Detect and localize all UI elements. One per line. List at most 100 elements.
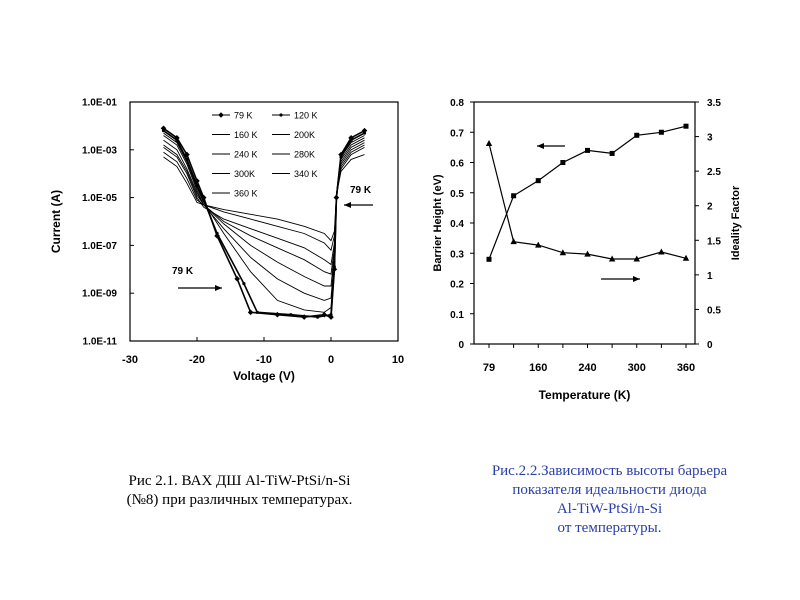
ideality-factor-point bbox=[633, 255, 640, 262]
y-tick-label: 1.0E-07 bbox=[82, 241, 117, 252]
ideality-factor-point bbox=[485, 139, 493, 146]
legend-label: 300K bbox=[234, 169, 255, 179]
data-point bbox=[175, 138, 179, 142]
y-right-axis-label: Ideality Factor bbox=[730, 185, 742, 260]
data-point bbox=[361, 127, 368, 134]
legend-label: 340 K bbox=[294, 169, 318, 179]
data-point bbox=[242, 282, 246, 286]
left-caption-line-2: (№8) при различных температурах. bbox=[126, 492, 353, 508]
x-tick-label: 10 bbox=[392, 354, 404, 366]
arrow-to-right-axis-head bbox=[633, 276, 640, 282]
iv-curve-120k bbox=[163, 130, 365, 318]
x-tick-label: -10 bbox=[256, 354, 272, 366]
barrier-height-point bbox=[511, 193, 517, 199]
ideality-factor-point bbox=[608, 255, 616, 262]
left-caption: Рис 2.1. ВАХ ДШ Al-TiW-PtSi/n-Si (№8) пр… bbox=[62, 472, 417, 510]
y-left-tick-label: 0.7 bbox=[450, 128, 464, 139]
y-left-tick-label: 0.8 bbox=[450, 98, 464, 109]
data-point bbox=[184, 151, 190, 158]
legend-marker bbox=[218, 112, 224, 118]
y-right-tick-label: 3.5 bbox=[707, 98, 721, 109]
annotation-arrow-right-head bbox=[344, 202, 351, 208]
annotation-79k-left: 79 K bbox=[172, 266, 194, 277]
data-point bbox=[349, 138, 353, 142]
data-point bbox=[289, 313, 293, 317]
x-tick-label: -30 bbox=[122, 354, 138, 366]
ideality-factor-point bbox=[682, 254, 690, 261]
legend-label: 240 K bbox=[234, 150, 258, 160]
y-axis-label: Current (A) bbox=[49, 190, 63, 253]
left-caption-line-1: Рис 2.1. ВАХ ДШ Al-TiW-PtSi/n-Si bbox=[128, 473, 351, 489]
ideality-factor-point bbox=[584, 250, 591, 257]
ideality-factor-point bbox=[510, 238, 517, 245]
legend-marker bbox=[279, 113, 283, 117]
y-left-tick-label: 0 bbox=[458, 340, 464, 351]
x-tick-label: 160 bbox=[529, 362, 547, 374]
y-tick-label: 1.0E-05 bbox=[82, 193, 117, 204]
legend-label: 280K bbox=[294, 150, 315, 160]
y-tick-label: 1.0E-11 bbox=[83, 337, 118, 348]
ideality-factor-point bbox=[535, 241, 542, 248]
data-point bbox=[316, 315, 320, 319]
data-point bbox=[234, 276, 240, 282]
barrier-height-point bbox=[609, 150, 615, 156]
x-tick-label: 0 bbox=[328, 354, 334, 366]
x-axis-label: Temperature (K) bbox=[539, 388, 631, 402]
barrier-height-point bbox=[560, 160, 566, 165]
data-point bbox=[321, 311, 328, 318]
data-point bbox=[247, 309, 254, 316]
y-left-axis-label: Barrier Height (eV) bbox=[432, 174, 444, 272]
x-tick-label: 360 bbox=[677, 362, 695, 374]
data-point bbox=[338, 151, 344, 158]
data-point bbox=[274, 311, 281, 318]
y-tick-label: 1.0E-01 bbox=[82, 98, 117, 109]
y-right-tick-label: 2.5 bbox=[707, 167, 721, 178]
data-point bbox=[329, 313, 333, 317]
annotation-79k-right: 79 K bbox=[350, 185, 372, 196]
plot-frame bbox=[473, 101, 696, 345]
legend-label: 160 K bbox=[234, 130, 258, 140]
ideality-factor-point bbox=[658, 248, 665, 255]
y-right-tick-label: 0 bbox=[707, 340, 713, 351]
iv-chart: 1.0E-01 1.0E-03 1.0E-05 1.0E-07 1.0E-09 1.0E-… bbox=[49, 98, 404, 384]
y-right-tick-label: 2 bbox=[707, 202, 713, 213]
barrier-ideality-chart: 0 0.1 0.2 0.3 0.4 0.5 0.6 0.7 0.8 0 0.5 1 1.5 2 2.5 3 3.… bbox=[432, 98, 742, 402]
y-right-tick-label: 1.5 bbox=[707, 236, 721, 247]
y-left-tick-label: 0.3 bbox=[450, 249, 464, 260]
barrier-height-point bbox=[634, 132, 640, 138]
y-left-tick-label: 0.4 bbox=[450, 219, 464, 230]
data-point bbox=[362, 131, 367, 135]
y-right-tick-label: 0.5 bbox=[707, 305, 721, 316]
y-left-tick-label: 0.1 bbox=[450, 310, 464, 321]
barrier-height-point bbox=[683, 123, 689, 129]
barrier-height-point bbox=[658, 129, 664, 135]
legend-label: 120 K bbox=[294, 111, 318, 121]
ideality-factor-point bbox=[559, 249, 567, 256]
barrier-height-point bbox=[535, 178, 541, 184]
x-tick-label: 240 bbox=[578, 362, 596, 374]
right-caption-line-1: Рис.2.2.Зависимость высоты барьера bbox=[491, 463, 728, 479]
iv-curve-360k bbox=[163, 154, 365, 242]
y-left-tick-label: 0.2 bbox=[450, 280, 464, 291]
data-point bbox=[328, 314, 334, 320]
x-axis-label: Voltage (V) bbox=[233, 369, 295, 383]
y-right-tick-label: 1 bbox=[707, 271, 713, 282]
legend-label: 79 K bbox=[234, 111, 253, 121]
y-tick-label: 1.0E-09 bbox=[82, 289, 117, 300]
arrow-to-left-axis-head bbox=[537, 143, 544, 149]
x-tick-label: -20 bbox=[189, 354, 205, 366]
barrier-height-point bbox=[585, 147, 590, 153]
data-point bbox=[255, 310, 259, 314]
data-point bbox=[160, 125, 167, 132]
ideality-factor-line bbox=[488, 143, 687, 260]
right-caption-line-3: Al-TiW-PtSi/n-Si bbox=[556, 501, 663, 517]
data-point bbox=[200, 194, 207, 201]
data-point bbox=[215, 231, 219, 236]
data-point bbox=[161, 129, 166, 133]
y-left-tick-label: 0.6 bbox=[450, 159, 464, 170]
y-tick-label: 1.0E-03 bbox=[82, 145, 117, 156]
legend-label: 360 K bbox=[234, 189, 258, 199]
iv-curve-340k bbox=[163, 147, 365, 252]
right-caption-line-4: от температуры. bbox=[557, 520, 662, 536]
